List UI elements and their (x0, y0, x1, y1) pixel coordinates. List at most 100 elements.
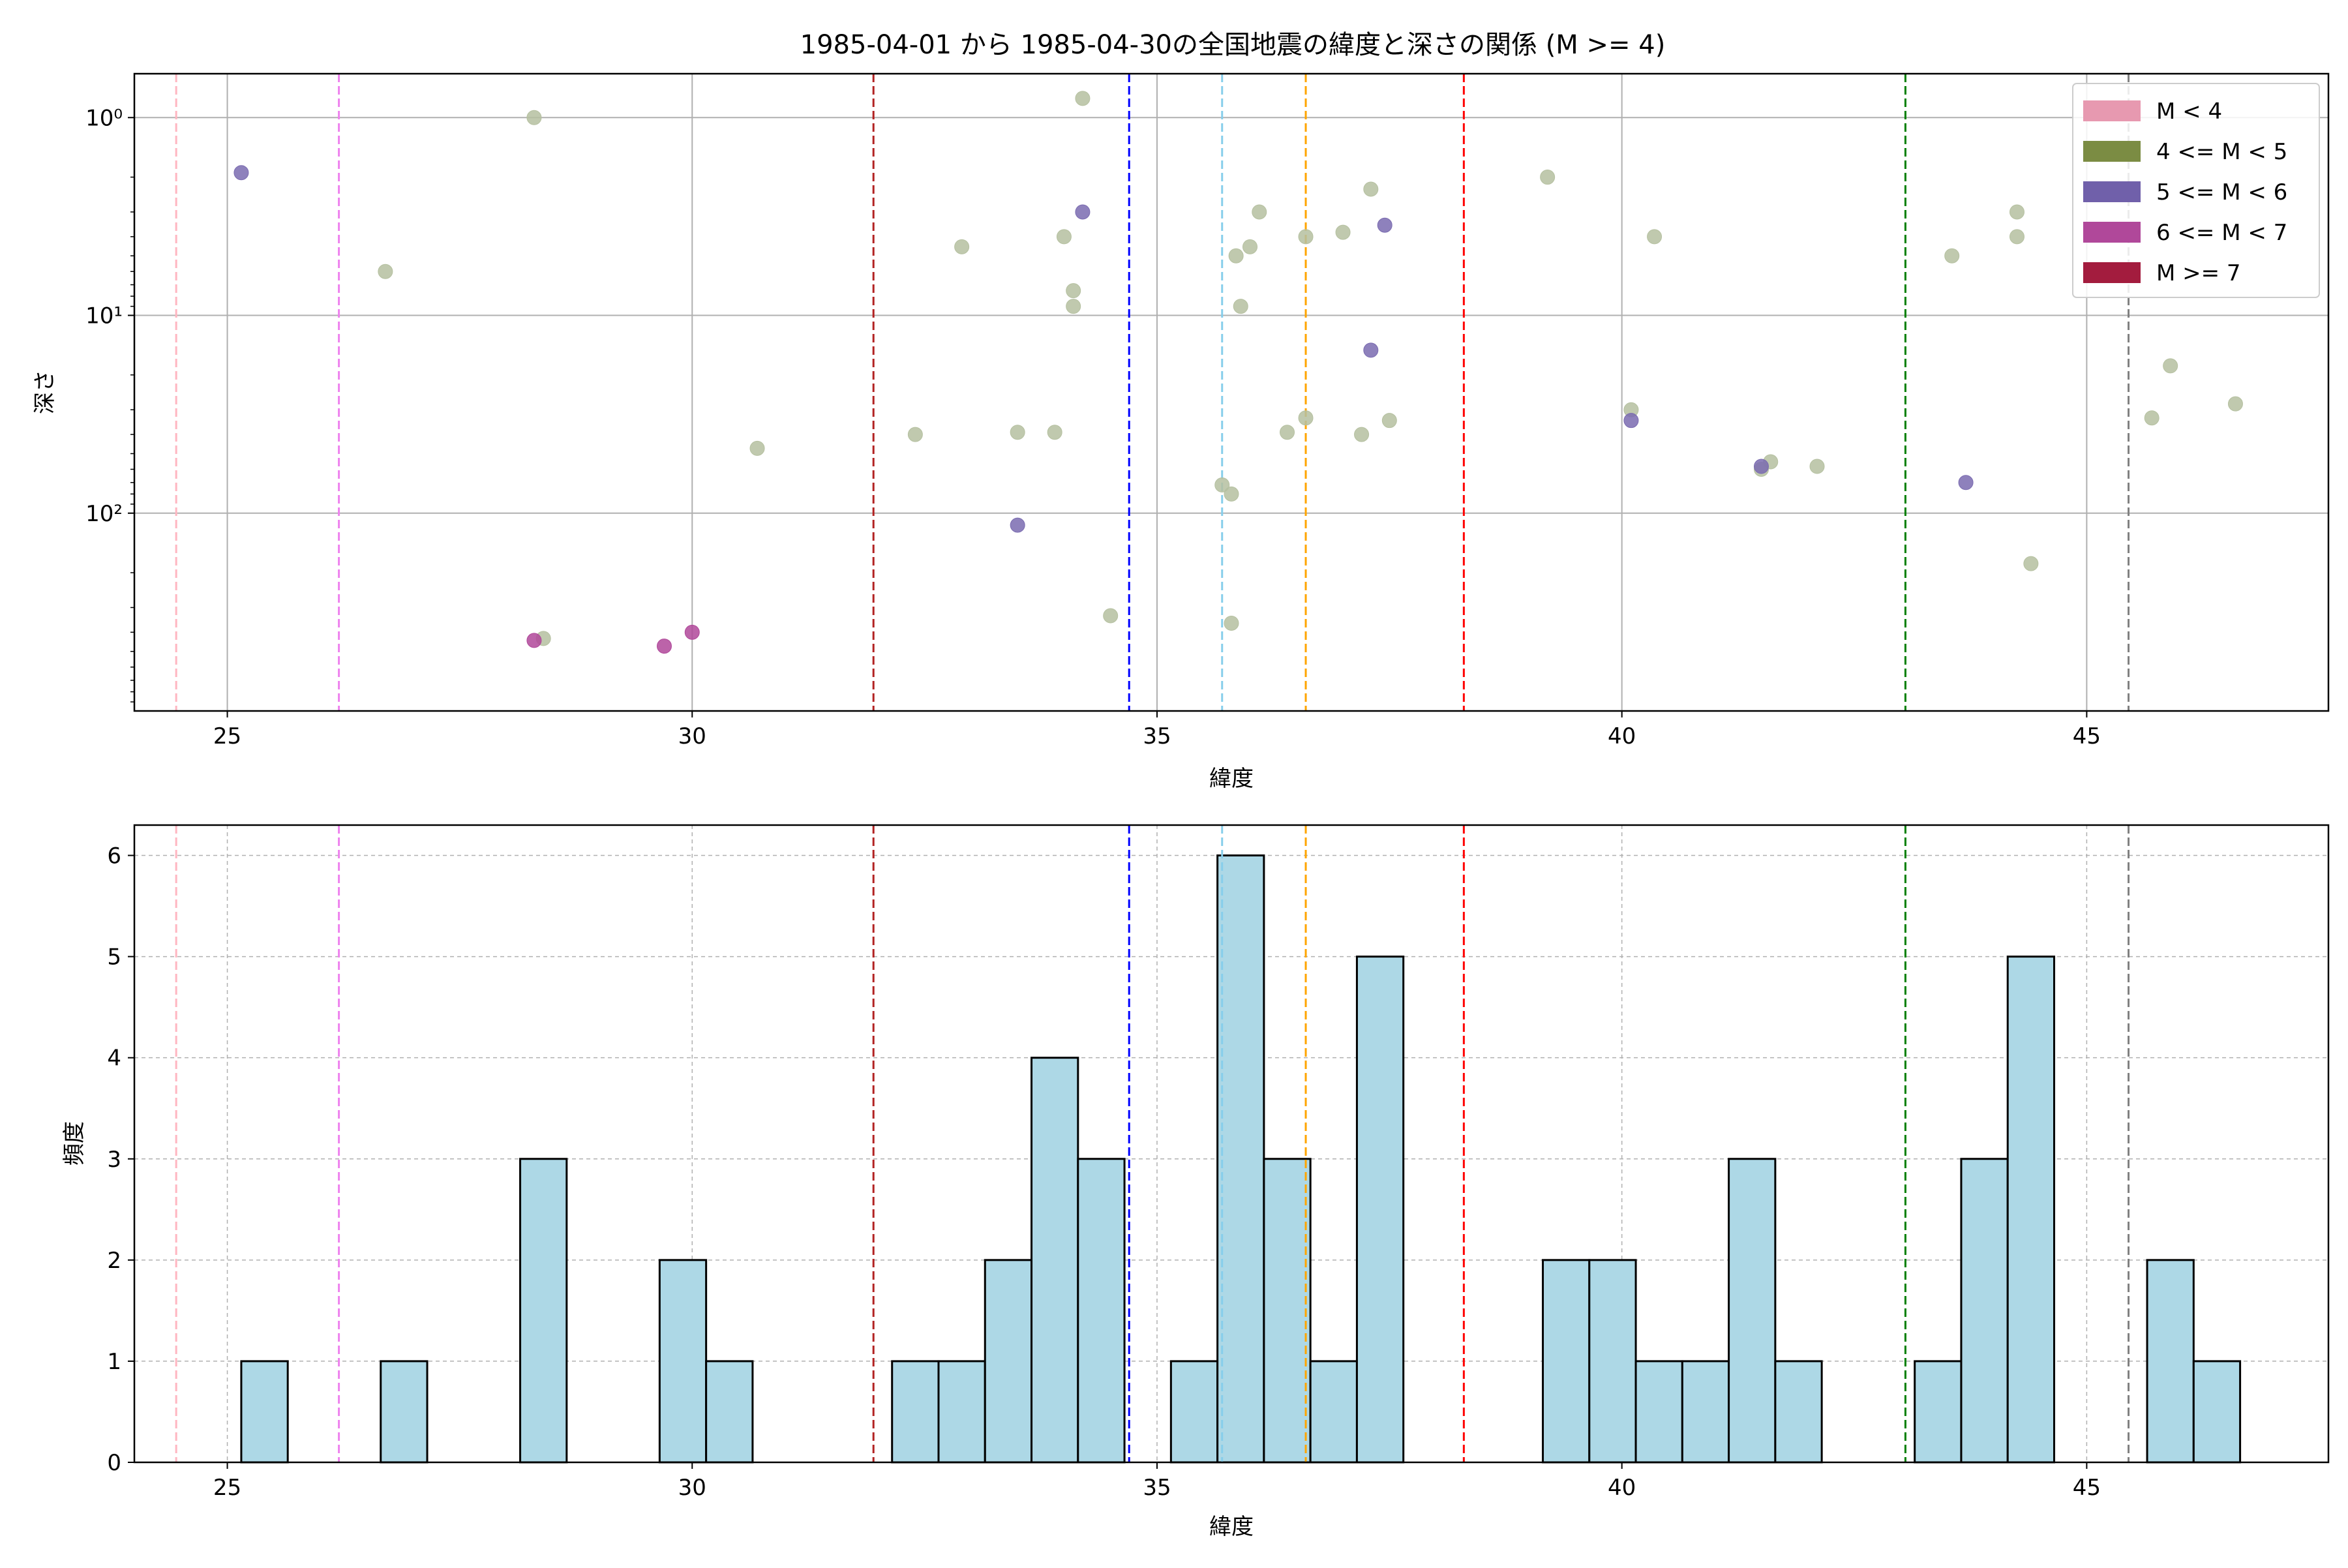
scatter-point (1280, 425, 1295, 440)
histogram-y-tick-label: 6 (107, 843, 121, 869)
scatter-point (1047, 425, 1062, 440)
scatter-point (1377, 217, 1392, 233)
histogram-x-tick-label: 25 (213, 1475, 241, 1501)
scatter-point (1075, 204, 1091, 220)
histogram-bar (1355, 956, 1405, 1464)
histogram-plot-frame (133, 824, 2330, 1464)
histogram-bar (658, 1259, 708, 1464)
scatter-y-tick-label: 10¹ (85, 303, 123, 329)
legend-swatch (2083, 262, 2141, 283)
legend-box (2072, 83, 2320, 298)
scatter-point (1540, 170, 1556, 185)
scatter-point (1010, 425, 1025, 440)
histogram-bar (1542, 1259, 1591, 1464)
histogram-bar (1263, 1158, 1312, 1464)
histogram-bar (984, 1259, 1033, 1464)
scatter-x-tick-label: 40 (1608, 723, 1636, 749)
histogram-bar (1634, 1360, 1683, 1464)
histogram-bar (2146, 1259, 2195, 1464)
scatter-point (1335, 224, 1351, 240)
scatter-point (1958, 475, 1974, 490)
legend-label: 6 <= M < 7 (2156, 220, 2287, 246)
legend-swatch (2083, 181, 2141, 202)
legend-swatch (2083, 222, 2141, 243)
histogram-x-axis-label: 緯度 (1209, 1514, 1254, 1540)
scatter-x-tick-label: 45 (2073, 723, 2101, 749)
scatter-x-tick-label: 35 (1143, 723, 1171, 749)
scatter-point (1363, 181, 1379, 197)
histogram-bar (519, 1158, 568, 1464)
scatter-point (1809, 459, 1825, 474)
scatter-point (2163, 358, 2178, 374)
histogram-bar (1077, 1158, 1126, 1464)
histogram-bar (1216, 854, 1265, 1464)
histogram-bar (891, 1360, 940, 1464)
histogram-bar (937, 1360, 986, 1464)
legend-label: 4 <= M < 5 (2156, 139, 2287, 165)
scatter-point (2009, 229, 2024, 245)
scatter-point (1944, 248, 1960, 264)
scatter-x-tick-label: 30 (678, 723, 706, 749)
scatter-point (1354, 427, 1370, 442)
histogram-y-axis-label: 頻度 (61, 1121, 87, 1166)
scatter-point (1103, 608, 1119, 624)
scatter-point (526, 110, 542, 125)
scatter-point (1381, 413, 1397, 429)
scatter-point (684, 624, 700, 640)
histogram-bar (1169, 1360, 1219, 1464)
scatter-point (2009, 204, 2024, 220)
scatter-point (1228, 248, 1244, 264)
histogram-bar (380, 1360, 429, 1464)
scatter-point (1066, 299, 1081, 314)
scatter-point (1298, 410, 1314, 426)
legend-swatch (2083, 100, 2141, 121)
scatter-point (1623, 413, 1639, 429)
scatter-point (2227, 396, 2243, 412)
histogram-bar (1960, 1158, 2009, 1464)
scatter-point (1214, 477, 1230, 492)
scatter-y-tick-label: 10⁰ (85, 105, 123, 131)
scatter-point (2023, 556, 2039, 571)
histogram-bar (2006, 956, 2055, 1464)
histogram-bar (1914, 1360, 1963, 1464)
scatter-point (1233, 299, 1248, 314)
scatter-x-tick-label: 25 (213, 723, 241, 749)
histogram-bar (2192, 1360, 2242, 1464)
histogram-bar (1309, 1360, 1358, 1464)
scatter-plot-frame (133, 72, 2330, 712)
histogram-y-tick-label: 5 (107, 944, 121, 971)
histogram-bar (1728, 1158, 1777, 1464)
scatter-point (378, 264, 393, 279)
scatter-point (233, 165, 249, 181)
scatter-point (1753, 459, 1769, 474)
scatter-point (2144, 410, 2160, 426)
scatter-point (749, 440, 765, 456)
histogram-bar (1031, 1057, 1079, 1464)
scatter-point (1010, 517, 1025, 533)
histogram-x-tick-label: 40 (1608, 1475, 1636, 1501)
scatter-y-tick-label: 10² (85, 501, 123, 527)
legend: M < 4 4 <= M < 5 5 <= M < 6 6 <= M < 7 M >= … (2072, 83, 2320, 298)
scatter-y-axis-label: 深さ (32, 370, 58, 414)
scatter-point (656, 639, 672, 654)
scatter-point (954, 239, 970, 254)
scatter-point (1363, 342, 1379, 358)
histogram-x-tick-label: 45 (2073, 1475, 2101, 1501)
scatter-point (1075, 91, 1091, 106)
scatter-point (1066, 283, 1081, 299)
scatter-panel: 25 30 35 40 45 10⁰ 10¹ 10² 緯度 深さ M < 4 4 <= M <… (32, 72, 2330, 792)
legend-label: M >= 7 (2156, 260, 2241, 286)
scatter-point (907, 427, 923, 442)
legend-label: M < 4 (2156, 98, 2222, 125)
scatter-point (1252, 204, 1267, 220)
scatter-point (1056, 229, 1072, 245)
histogram-bar (240, 1360, 289, 1464)
legend-swatch (2083, 141, 2141, 162)
histogram-x-tick-label: 30 (678, 1475, 706, 1501)
scatter-point (1224, 486, 1239, 502)
legend-label: 5 <= M < 6 (2156, 179, 2287, 205)
scatter-point (526, 633, 542, 648)
histogram-y-tick-label: 2 (107, 1248, 121, 1274)
